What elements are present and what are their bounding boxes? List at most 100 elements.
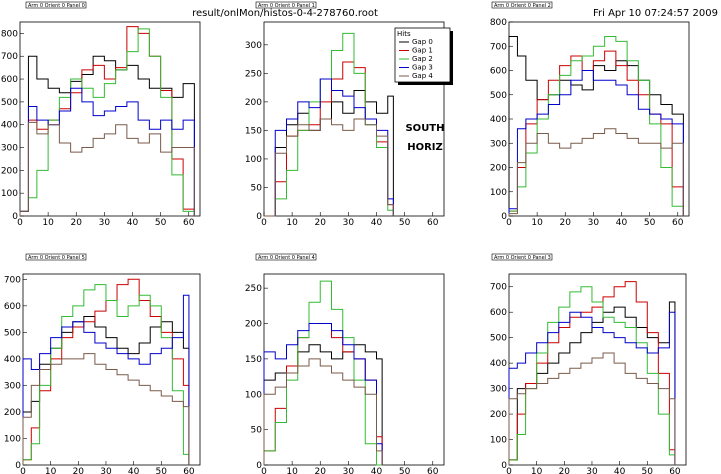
y-tick-label: 500 xyxy=(1,98,18,108)
legend-entry: Gap 1 xyxy=(412,47,433,55)
x-tick-label: 10 xyxy=(286,467,298,474)
series-gap4 xyxy=(19,121,195,216)
x-tick-label: 10 xyxy=(45,467,57,474)
y-tick-label: 700 xyxy=(490,283,507,293)
x-tick-label: 40 xyxy=(616,218,628,228)
x-tick-label: 30 xyxy=(586,467,598,474)
y-tick-label: 600 xyxy=(4,302,21,312)
panel-title-box xyxy=(255,1,317,9)
y-tick-label: 500 xyxy=(490,91,507,101)
y-tick-label: 0 xyxy=(501,461,507,471)
panel-title: Arm 0 Orient 0 Panel 1 xyxy=(258,3,315,9)
y-tick-label: 200 xyxy=(490,410,507,420)
y-tick-label: 600 xyxy=(490,67,507,77)
x-tick-label: 40 xyxy=(371,467,383,474)
panel-title-box xyxy=(491,1,553,9)
series-gap0 xyxy=(508,36,684,216)
y-tick-label: 500 xyxy=(4,328,21,338)
south-label: SOUTH xyxy=(405,123,444,134)
panel-3: Arm 0 Orient 0 Panel 3010020030040050060… xyxy=(490,253,687,474)
y-tick-label: 200 xyxy=(1,166,18,176)
y-tick-label: 150 xyxy=(245,355,262,365)
series-gap0 xyxy=(22,315,190,465)
panel-title-box xyxy=(255,253,317,261)
x-tick-label: 0 xyxy=(261,218,267,228)
series-gap2 xyxy=(264,32,394,217)
x-tick-label: 40 xyxy=(614,467,626,474)
panel-title-box xyxy=(491,253,553,261)
x-tick-label: 10 xyxy=(286,218,298,228)
x-tick-label: 0 xyxy=(20,467,26,474)
x-tick-label: 10 xyxy=(42,218,54,228)
y-tick-label: 800 xyxy=(1,29,18,39)
panel-title: Arm 0 Orient 0 Panel 3 xyxy=(494,255,551,261)
x-tick-label: 60 xyxy=(183,218,195,228)
x-tick-label: 10 xyxy=(531,467,543,474)
y-tick-label: 300 xyxy=(245,41,262,51)
legend-entry: Gap 0 xyxy=(412,38,433,46)
panel-title: Arm 0 Orient 0 Panel 5 xyxy=(28,255,85,261)
x-tick-label: 0 xyxy=(17,218,23,228)
series-gap2 xyxy=(22,284,190,465)
series-gap3 xyxy=(263,323,383,465)
panel-1: Arm 0 Orient 0 Panel 1 0 50 100 150 200 250 300… xyxy=(245,1,445,228)
series-gap2 xyxy=(508,36,684,216)
x-tick-label: 60 xyxy=(183,467,195,474)
horiz-label: HORIZ xyxy=(407,142,443,153)
x-tick-label: 30 xyxy=(343,218,355,228)
y-tick-label: 500 xyxy=(490,334,507,344)
plot-frame xyxy=(263,21,445,217)
y-tick-label: 700 xyxy=(1,52,18,62)
y-tick-label: 200 xyxy=(490,164,507,174)
x-tick-label: 20 xyxy=(559,467,571,474)
panel-4: Arm 0 Orient 0 Panel 4 0 50 100 150 200 250 0 10… xyxy=(245,253,445,474)
x-tick-label: 20 xyxy=(560,218,572,228)
y-tick-label: 100 xyxy=(490,188,507,198)
series-gap1 xyxy=(264,61,394,217)
plot-frame xyxy=(508,273,687,466)
x-tick-label: 20 xyxy=(315,467,327,474)
panel-2: Arm 0 Orient 0 Panel 2010020030040050060… xyxy=(490,1,690,228)
y-tick-label: 250 xyxy=(245,69,262,79)
x-tick-label: 20 xyxy=(71,218,83,228)
x-tick-label: 60 xyxy=(669,467,681,474)
x-tick-label: 30 xyxy=(99,218,111,228)
y-tick-label: 200 xyxy=(245,98,262,108)
series-gap3 xyxy=(22,294,190,465)
y-tick-label: 300 xyxy=(1,144,18,154)
series-gap3 xyxy=(508,311,676,465)
x-tick-label: 60 xyxy=(427,467,439,474)
legend-title: Hits xyxy=(397,30,411,38)
x-tick-label: 60 xyxy=(672,218,684,228)
series-gap1 xyxy=(508,281,676,465)
series-gap1 xyxy=(19,26,195,216)
x-tick-label: 30 xyxy=(100,467,112,474)
x-tick-label: 50 xyxy=(399,467,411,474)
x-tick-label: 50 xyxy=(399,218,411,228)
y-tick-label: 800 xyxy=(490,18,507,28)
legend-entry: Gap 2 xyxy=(412,55,433,63)
y-tick-label: 300 xyxy=(4,381,21,391)
series-gap2 xyxy=(508,286,676,465)
x-tick-label: 50 xyxy=(155,218,167,228)
y-tick-label: 400 xyxy=(4,355,21,365)
y-tick-label: 400 xyxy=(490,359,507,369)
x-tick-label: 20 xyxy=(315,218,327,228)
x-tick-label: 40 xyxy=(128,467,140,474)
y-tick-label: 150 xyxy=(245,126,262,136)
y-tick-label: 100 xyxy=(1,189,18,199)
y-tick-label: 200 xyxy=(4,408,21,418)
x-tick-label: 40 xyxy=(127,218,139,228)
y-tick-label: 200 xyxy=(245,320,262,330)
y-tick-label: 100 xyxy=(245,155,262,165)
x-tick-label: 50 xyxy=(642,467,654,474)
x-tick-label: 0 xyxy=(506,467,512,474)
x-tick-label: 0 xyxy=(261,467,267,474)
series-gap4 xyxy=(508,352,676,465)
panel-title-box xyxy=(25,253,87,261)
y-tick-label: 300 xyxy=(490,385,507,395)
panel-title: Arm 0 Orient 0 Panel 4 xyxy=(258,255,315,261)
panel-5: Arm 0 Orient 0 Panel 5010020030040050060… xyxy=(4,253,201,474)
